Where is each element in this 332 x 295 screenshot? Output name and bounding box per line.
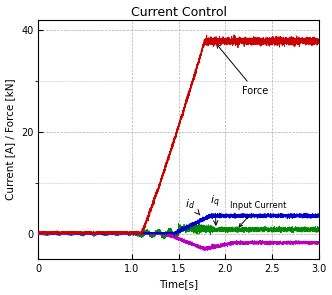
- Text: Input Current: Input Current: [230, 201, 287, 227]
- X-axis label: Time[s]: Time[s]: [159, 279, 198, 289]
- Title: Current Control: Current Control: [130, 6, 226, 19]
- Y-axis label: Current [A] / Force [kN]: Current [A] / Force [kN]: [6, 78, 16, 200]
- Text: $i_d$: $i_d$: [185, 197, 200, 215]
- Text: Force: Force: [216, 44, 268, 96]
- Text: $i_q$: $i_q$: [210, 194, 220, 225]
